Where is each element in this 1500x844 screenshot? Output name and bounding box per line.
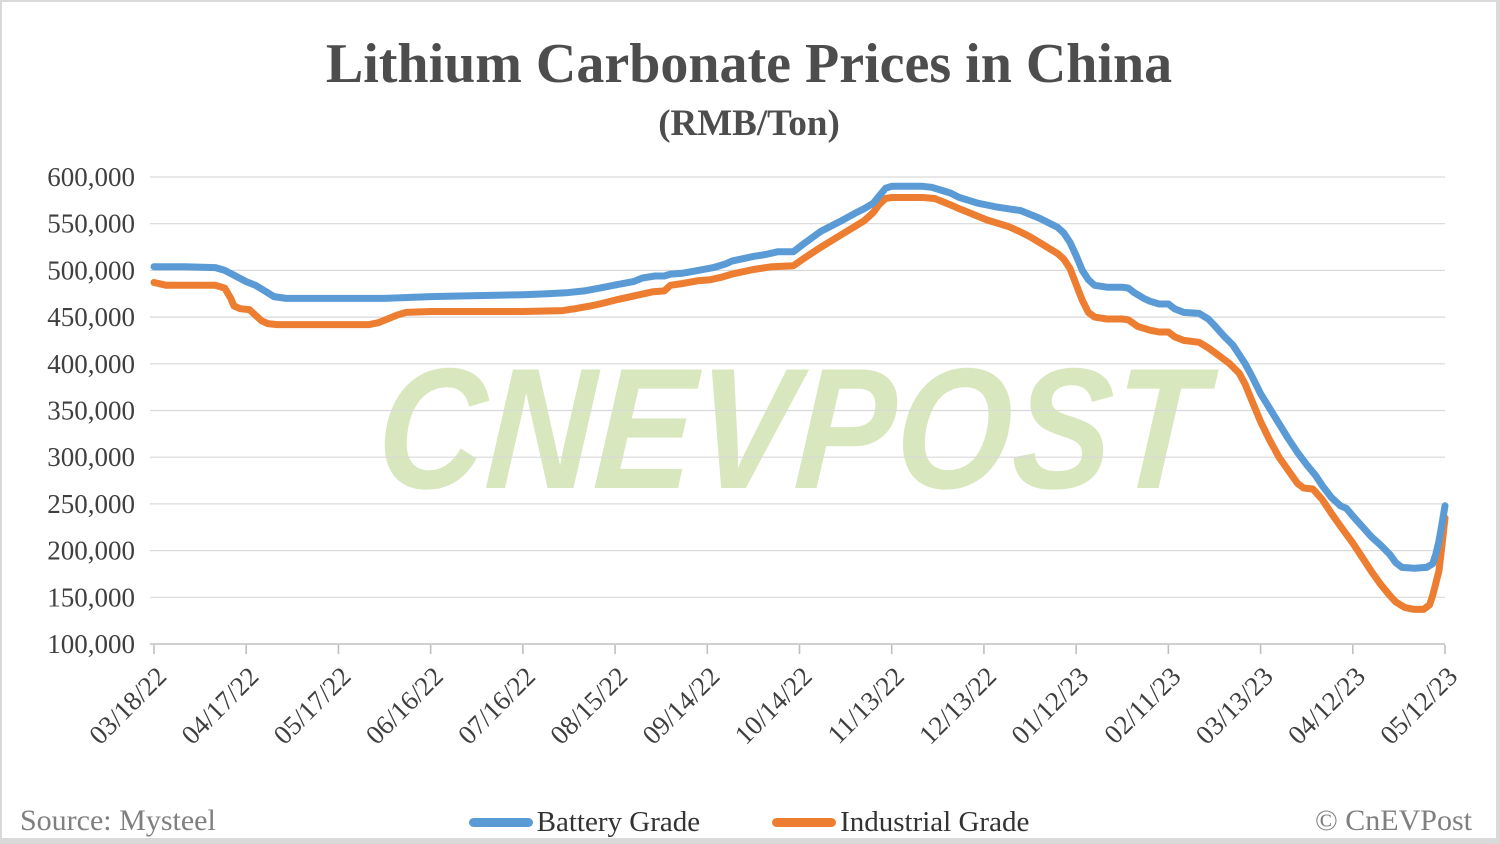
- x-axis-tick-label: 05/17/22: [268, 661, 357, 750]
- y-axis-tick-label: 100,000: [47, 629, 135, 659]
- y-axis-tick-label: 500,000: [47, 255, 135, 285]
- legend-label-industrial: Industrial Grade: [840, 805, 1030, 838]
- y-axis-tick-label: 300,000: [47, 442, 135, 472]
- y-axis-tick-label: 150,000: [47, 582, 135, 612]
- x-axis-tick-label: 04/17/22: [175, 661, 264, 750]
- cnevpost-watermark: CNEVPOST: [372, 332, 1212, 525]
- x-axis-tick-label: 04/12/23: [1282, 661, 1371, 750]
- x-axis-tick-label: 01/12/23: [1005, 661, 1094, 750]
- y-axis-tick-label: 450,000: [47, 302, 135, 332]
- x-axis-tick-label: 03/13/23: [1190, 661, 1279, 750]
- x-axis-tick-label: 06/16/22: [360, 661, 449, 750]
- y-axis-tick-label: 350,000: [47, 396, 135, 426]
- y-axis-tick-label: 400,000: [47, 349, 135, 379]
- credit-text: © CnEVPost: [1315, 804, 1472, 837]
- chart-footer: Source: Mysteel Battery Grade Industrial…: [2, 798, 1496, 839]
- y-axis-tick-label: 200,000: [47, 536, 135, 566]
- x-axis-tick-label: 07/16/22: [452, 661, 541, 750]
- chart-title: Lithium Carbonate Prices in China: [325, 33, 1173, 95]
- industrial-grade-line-swatch-icon: [772, 817, 837, 827]
- y-axis-tick-label: 600,000: [47, 162, 135, 192]
- x-axis-tick-label: 02/11/23: [1098, 661, 1186, 749]
- y-axis-tick-label: 250,000: [47, 489, 135, 519]
- legend-item-battery-grade: Battery Grade: [468, 805, 701, 839]
- x-axis-tick-label: 05/12/23: [1374, 661, 1463, 750]
- x-axis-tick-label: 11/13/22: [822, 661, 910, 749]
- x-axis-tick-label: 12/13/22: [913, 661, 1002, 750]
- source-text: Source: Mysteel: [20, 804, 216, 837]
- x-axis-tick-label: 09/14/22: [636, 661, 725, 750]
- y-axis-tick-label: 550,000: [47, 209, 135, 239]
- chart-subtitle: (RMB/Ton): [658, 103, 840, 144]
- x-axis-tick-label: 03/18/22: [83, 661, 172, 750]
- battery-grade-line-swatch-icon: [468, 817, 533, 827]
- x-axis-tick-label: 10/14/22: [729, 661, 818, 750]
- legend-label-battery: Battery Grade: [536, 805, 701, 838]
- legend: Battery Grade Industrial Grade: [2, 798, 1496, 839]
- x-axis-tick-label: 08/15/22: [544, 661, 633, 750]
- legend-item-industrial-grade: Industrial Grade: [772, 806, 1029, 839]
